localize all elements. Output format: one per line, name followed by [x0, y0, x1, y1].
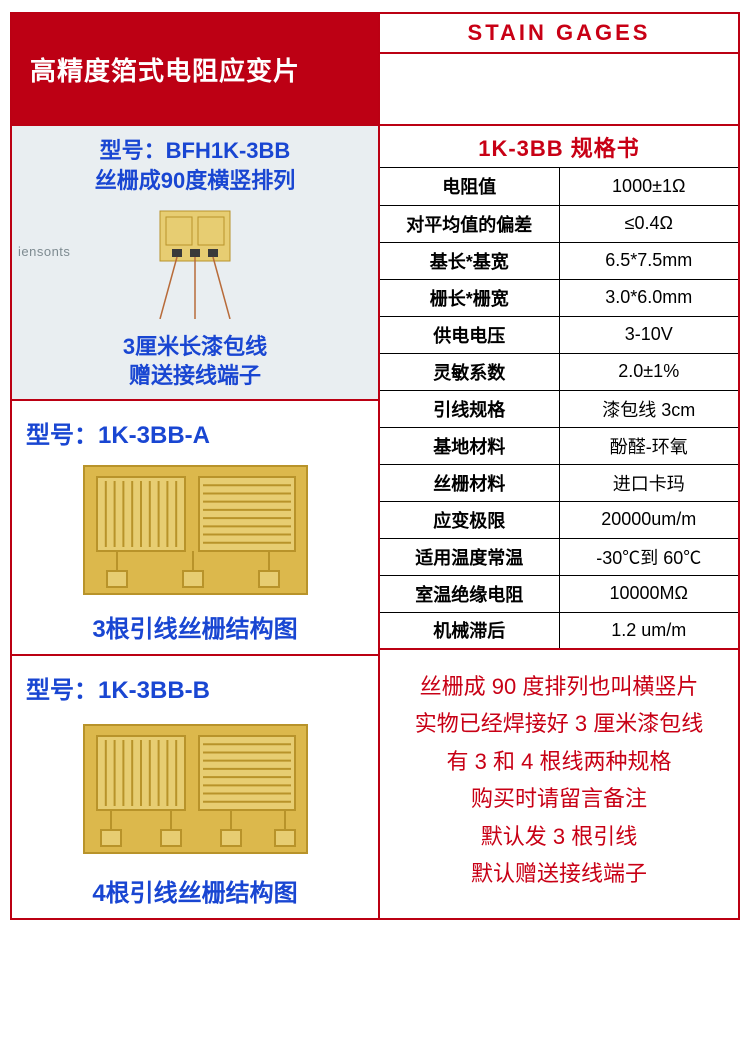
spec-key: 机械滞后 [380, 612, 559, 649]
table-row: 室温绝缘电阻10000MΩ [380, 575, 738, 612]
spec-value: ≤0.4Ω [559, 205, 738, 242]
notes-cell: 丝栅成 90 度排列也叫横竖片实物已经焊接好 3 厘米漆包线有 3 和 4 根线… [380, 650, 738, 910]
spec-key: 对平均值的偏差 [380, 205, 559, 242]
diagram-b-svg [83, 705, 308, 873]
spec-value: 1.2 um/m [559, 612, 738, 649]
diagram-a-cell: 型号：1K-3BB-A 3根引线丝栅结构图 [12, 401, 378, 656]
photo-bottom2: 赠送接线端子 [129, 363, 261, 388]
note-line: 丝栅成 90 度排列也叫横竖片 [388, 668, 730, 705]
product-photo [40, 209, 350, 319]
spec-key: 室温绝缘电阻 [380, 575, 559, 612]
diagram-a-svg [83, 450, 308, 609]
spec-value: -30℃到 60℃ [559, 538, 738, 575]
spec-key: 适用温度常温 [380, 538, 559, 575]
header-subtitle: STAIN GAGES [380, 14, 738, 54]
table-row: 基地材料酚醛-环氧 [380, 427, 738, 464]
table-row: 灵敏系数2.0±1% [380, 353, 738, 390]
table-row: 丝栅材料进口卡玛 [380, 464, 738, 501]
spec-key: 基地材料 [380, 427, 559, 464]
product-photo-cell: 型号：BFH1K-3BB 丝栅成90度横竖排列 iensonts [12, 126, 378, 401]
diagram-b-caption: 4根引线丝栅结构图 [92, 873, 297, 908]
spec-value: 3.0*6.0mm [559, 279, 738, 316]
spec-value: 6.5*7.5mm [559, 242, 738, 279]
photo-bottom-text: 3厘米长漆包线 赠送接线端子 [123, 332, 267, 391]
photo-line2: 丝栅成90度横竖排列 [95, 168, 295, 193]
table-row: 基长*基宽6.5*7.5mm [380, 242, 738, 279]
header-title: 高精度箔式电阻应变片 [12, 14, 378, 124]
table-row: 引线规格漆包线 3cm [380, 390, 738, 427]
table-row: 栅长*栅宽3.0*6.0mm [380, 279, 738, 316]
note-line: 默认赠送接线端子 [388, 855, 730, 892]
spec-title: 1K-3BB 规格书 [380, 126, 738, 168]
spec-key: 基长*基宽 [380, 242, 559, 279]
spec-value: 进口卡玛 [559, 464, 738, 501]
table-row: 机械滞后1.2 um/m [380, 612, 738, 649]
photo-bottom1: 3厘米长漆包线 [123, 334, 267, 359]
diagram-a-caption: 3根引线丝栅结构图 [92, 609, 297, 644]
spec-key: 引线规格 [380, 390, 559, 427]
spec-key: 栅长*栅宽 [380, 279, 559, 316]
spec-table: 电阻值1000±1Ω对平均值的偏差≤0.4Ω基长*基宽6.5*7.5mm栅长*栅… [380, 168, 738, 650]
spec-key: 灵敏系数 [380, 353, 559, 390]
note-line: 默认发 3 根引线 [388, 818, 730, 855]
note-line: 实物已经焊接好 3 厘米漆包线 [388, 705, 730, 742]
spec-key: 丝栅材料 [380, 464, 559, 501]
table-row: 电阻值1000±1Ω [380, 168, 738, 205]
header-blank [380, 54, 738, 124]
gage-photo-icon [120, 209, 270, 319]
model-a-label: 型号：1K-3BB-A [26, 415, 210, 450]
table-row: 适用温度常温-30℃到 60℃ [380, 538, 738, 575]
spec-value: 1000±1Ω [559, 168, 738, 205]
spec-sheet: 高精度箔式电阻应变片 STAIN GAGES 型号：BFH1K-3BB 丝栅成9… [10, 12, 740, 920]
table-row: 对平均值的偏差≤0.4Ω [380, 205, 738, 242]
spec-value: 10000MΩ [559, 575, 738, 612]
photo-top-text: 型号：BFH1K-3BB 丝栅成90度横竖排列 [95, 136, 295, 195]
spec-key: 应变极限 [380, 501, 559, 538]
diagram-b-cell: 型号：1K-3BB-B 4根引线丝栅结构图 [12, 656, 378, 918]
photo-line1: 型号：BFH1K-3BB [100, 138, 291, 163]
header-right: STAIN GAGES [378, 14, 738, 124]
spec-key: 电阻值 [380, 168, 559, 205]
spec-value: 20000um/m [559, 501, 738, 538]
note-line: 购买时请留言备注 [388, 780, 730, 817]
note-line: 有 3 和 4 根线两种规格 [388, 743, 730, 780]
spec-value: 酚醛-环氧 [559, 427, 738, 464]
main-grid: 型号：BFH1K-3BB 丝栅成90度横竖排列 iensonts [12, 124, 738, 918]
spec-key: 供电电压 [380, 316, 559, 353]
model-b-label: 型号：1K-3BB-B [26, 670, 210, 705]
right-column: 1K-3BB 规格书 电阻值1000±1Ω对平均值的偏差≤0.4Ω基长*基宽6.… [378, 124, 738, 918]
table-row: 供电电压3-10V [380, 316, 738, 353]
header: 高精度箔式电阻应变片 STAIN GAGES [12, 14, 738, 124]
table-row: 应变极限20000um/m [380, 501, 738, 538]
left-column: 型号：BFH1K-3BB 丝栅成90度横竖排列 iensonts [12, 124, 378, 918]
spec-value: 漆包线 3cm [559, 390, 738, 427]
spec-value: 3-10V [559, 316, 738, 353]
spec-value: 2.0±1% [559, 353, 738, 390]
